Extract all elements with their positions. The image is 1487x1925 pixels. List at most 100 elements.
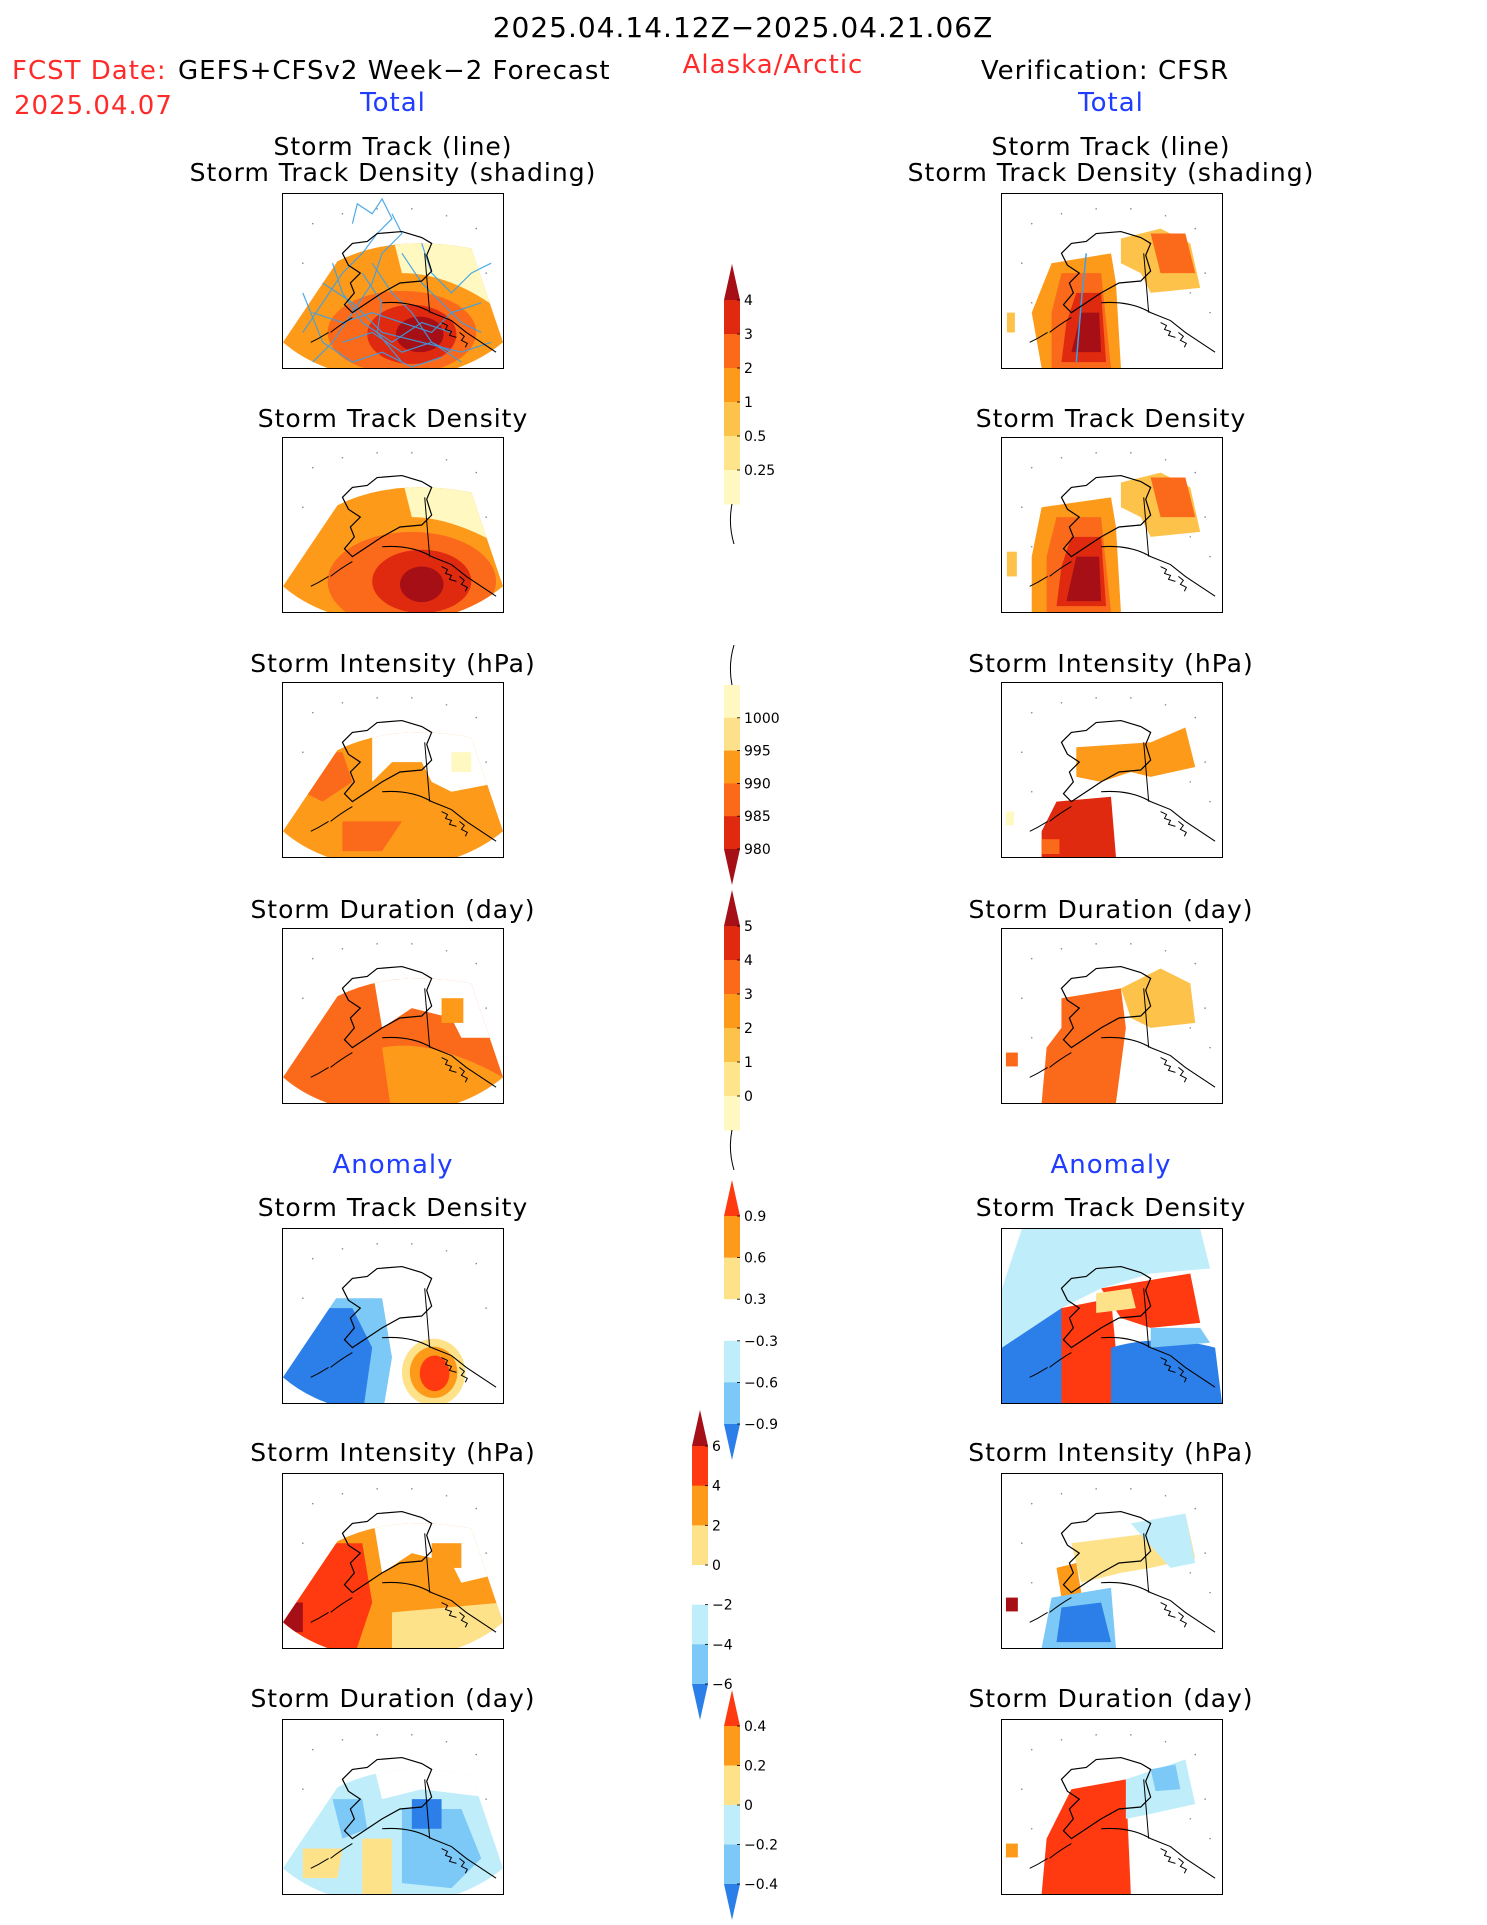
colorbar-tick-label: 980 [744,842,771,858]
colorbar-bottom-arrow [692,1684,708,1720]
colorbar-tick-label: 0.25 [744,463,775,479]
colorbar-segment [692,1525,708,1566]
colorbar-tick-label: −2 [712,1598,733,1614]
colorbar-segment [724,1062,740,1097]
left-track-shading-title: Storm Track Density (shading) [189,158,597,187]
colorbar-tick-label: 995 [744,744,771,760]
map-right-track [1001,193,1223,369]
map-left-duration [282,928,504,1104]
verification-label: Verification: CFSR [980,56,1230,86]
map-right-intensity [1001,682,1223,858]
colorbar-tick-label: 0 [744,1798,753,1814]
colorbar-duration-total: 5 4 3 2 1 0 [722,890,802,1170]
left-intensity-title: Storm Intensity (hPa) [250,649,536,678]
colorbar-tick-label: 0.2 [744,1759,766,1775]
colorbar-svg: 5 4 3 2 1 0 [724,890,753,1170]
colorbar-density-total: 4 3 2 1 0.5 0.25 [722,264,802,544]
colorbar-tick-label: 2 [744,1021,753,1037]
colorbar-segment [724,1340,740,1383]
colorbar-tail [729,645,735,686]
left-track-line-title: Storm Track (line) [273,132,513,161]
colorbar-tick-label: 0.5 [744,429,766,445]
map-left-anom-intensity [282,1473,504,1649]
colorbar-segment [724,402,740,437]
right-anom-intensity-title: Storm Intensity (hPa) [968,1438,1254,1467]
colorbar-tick-label: 0.4 [744,1719,766,1735]
colorbar-segment [692,1565,708,1606]
colorbar-bottom-arrow [724,1884,740,1920]
fcst-model: GEFS+CFSv2 Week−2 Forecast [178,56,611,86]
map-right-anom-duration [1001,1719,1223,1895]
colorbar-tick-label: 2 [744,361,753,377]
colorbar-segment [724,368,740,403]
right-density-title: Storm Track Density [975,404,1247,433]
map-right-anom-density [1001,1228,1223,1404]
colorbar-segment [724,960,740,995]
colorbar-tick-label: −4 [712,1637,733,1653]
left-density-title: Storm Track Density [257,404,529,433]
colorbar-bottom-arrow [724,849,740,885]
colorbar-intensity-anom: 6 4 2 0 −2 −4 −6 [690,1410,780,1720]
colorbar-segment [724,1726,740,1766]
colorbar-segment [692,1644,708,1685]
colorbar-segment [724,994,740,1029]
right-intensity-title: Storm Intensity (hPa) [968,649,1254,678]
period-title: 2025.04.14.12Z−2025.04.21.06Z [492,11,994,44]
colorbar-tick-label: 985 [744,809,771,825]
colorbar-tick-label: −6 [712,1677,733,1693]
right-anomaly-title: Anomaly [1050,1150,1172,1180]
colorbar-tick-label: 3 [744,327,753,343]
colorbar-tick-label: 2 [712,1518,721,1534]
colorbar-tail [729,1129,735,1170]
map-right-density [1001,437,1223,613]
colorbar-tick-label: 1000 [744,711,780,727]
colorbar-tick-label: 0.3 [744,1292,766,1308]
right-track-line-title: Storm Track (line) [991,132,1231,161]
colorbar-svg: 6 4 2 0 −2 −4 −6 [692,1410,733,1720]
colorbar-tick-label: −0.3 [744,1334,778,1350]
map-left-anom-duration [282,1719,504,1895]
colorbar-tick-label: 0 [712,1558,721,1574]
colorbar-svg: 0.4 0.2 0 −0.2 −0.4 [724,1690,778,1920]
left-duration-title: Storm Duration (day) [250,895,536,924]
colorbar-segment [724,1805,740,1845]
colorbar-top-arrow [724,1690,740,1726]
colorbar-tick-label: −0.4 [744,1877,778,1893]
left-section-title: Total [360,88,426,118]
colorbar-segment [724,685,740,719]
map-left-track [282,193,504,369]
colorbar-svg: 4 3 2 1 0.5 0.25 [724,264,775,544]
colorbar-tick-label: 0 [744,1089,753,1105]
fcst-date: 2025.04.07 [14,91,173,121]
left-anom-duration-title: Storm Duration (day) [250,1684,536,1713]
right-anom-duration-title: Storm Duration (day) [968,1684,1254,1713]
colorbar-svg: 1000 995 990 985 980 [724,645,780,885]
colorbar-duration-anom: 0.4 0.2 0 −0.2 −0.4 [722,1690,802,1920]
right-track-shading-title: Storm Track Density (shading) [907,158,1315,187]
colorbar-top-arrow [724,1180,740,1216]
colorbar-segment [724,1299,740,1342]
right-duration-title: Storm Duration (day) [968,895,1254,924]
colorbar-segment [724,334,740,369]
right-anom-density-title: Storm Track Density [975,1193,1247,1222]
colorbar-tick-label: 4 [712,1479,721,1495]
colorbar-tick-label: 1 [744,395,753,411]
colorbar-segment [724,926,740,961]
colorbar-tick-label: 6 [712,1439,721,1455]
map-left-intensity [282,682,504,858]
colorbar-top-arrow [692,1410,708,1446]
fcst-date-label: FCST Date: [12,56,167,86]
colorbar-top-arrow [724,890,740,926]
left-anomaly-title: Anomaly [332,1150,454,1180]
colorbar-tick-label: 4 [744,293,753,309]
colorbar-tick-label: 0.9 [744,1209,766,1225]
right-section-title: Total [1078,88,1144,118]
map-right-duration [1001,928,1223,1104]
colorbar-segment [724,783,740,817]
colorbar-segment [724,1382,740,1425]
colorbar-tick-label: 0.6 [744,1251,766,1267]
colorbar-segment [724,1844,740,1885]
colorbar-segment [724,1028,740,1063]
colorbar-top-arrow [724,264,740,300]
left-anom-intensity-title: Storm Intensity (hPa) [250,1438,536,1467]
